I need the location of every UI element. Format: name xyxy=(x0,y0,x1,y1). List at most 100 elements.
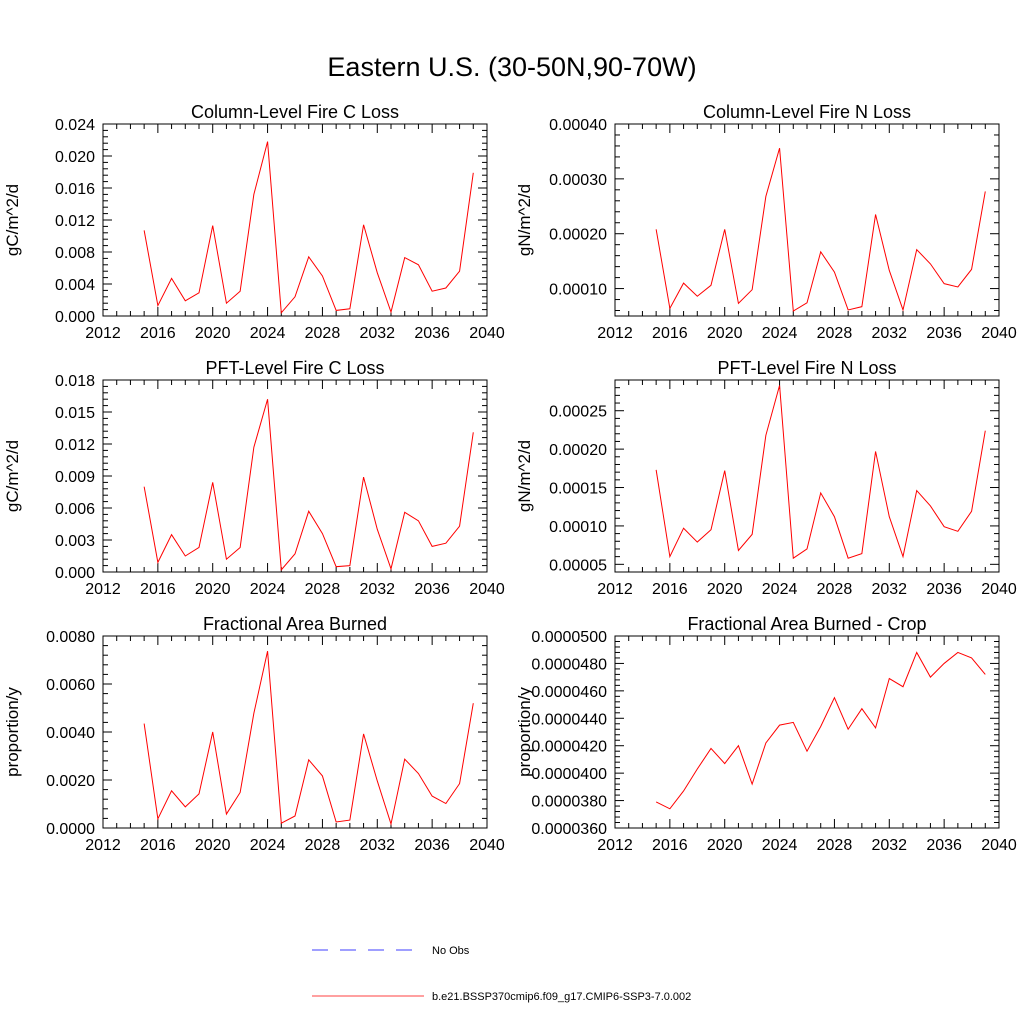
plot-frame xyxy=(102,123,488,317)
chart-panel-6: Fractional Area Burned - Crop proportion/… xyxy=(515,614,1017,854)
y-tick-label: 0.0000460 xyxy=(531,684,607,701)
y-axis-label: gN/m^2/d xyxy=(515,184,534,256)
x-tick-label: 2032 xyxy=(359,837,395,854)
legend-label-no-obs: No Obs xyxy=(432,945,470,957)
y-axis-label: proportion/y xyxy=(3,687,22,777)
y-tick-label: 0.00015 xyxy=(549,481,607,498)
x-tick-label: 2020 xyxy=(707,837,743,854)
x-tick-label: 2032 xyxy=(359,581,395,598)
figure-title: Eastern U.S. (30-50N,90-70W) xyxy=(327,52,696,82)
x-tick-label: 2040 xyxy=(981,837,1017,854)
y-axis-label: gN/m^2/d xyxy=(515,440,534,512)
y-tick-label: 0.0000440 xyxy=(531,711,607,728)
y-tick-label: 0.00040 xyxy=(549,117,607,134)
y-tick-label: 0.006 xyxy=(55,501,95,518)
legend: No Obs b.e21.BSSP370cmip6.f09_g17.CMIP6-… xyxy=(312,945,691,1003)
x-tick-label: 2024 xyxy=(762,325,798,342)
y-tick-label: 0.003 xyxy=(55,533,95,550)
x-tick-label: 2036 xyxy=(926,581,962,598)
y-tick-label: 0.004 xyxy=(55,277,95,294)
panel-title: Column-Level Fire N Loss xyxy=(703,102,911,122)
y-tick-label: 0.012 xyxy=(55,437,95,454)
y-tick-label: 0.00005 xyxy=(549,557,607,574)
y-tick-label: 0.00010 xyxy=(549,519,607,536)
x-tick-label: 2036 xyxy=(414,581,450,598)
x-tick-label: 2012 xyxy=(597,837,633,854)
x-tick-label: 2032 xyxy=(871,581,907,598)
y-tick-label: 0.008 xyxy=(55,245,95,262)
chart-panel-4: PFT-Level Fire N Loss gN/m^2/d 2012 2016 202… xyxy=(515,358,1017,598)
x-tick-label: 2032 xyxy=(871,325,907,342)
y-tick-label: 0.0020 xyxy=(46,773,95,790)
x-tick-label: 2036 xyxy=(926,325,962,342)
chart-panel-2: Column-Level Fire N Loss gN/m^2/d 2012 2016… xyxy=(515,102,1017,342)
y-tick-label: 0.0000380 xyxy=(531,794,607,811)
x-tick-label: 2024 xyxy=(250,325,286,342)
x-tick-label: 2036 xyxy=(926,837,962,854)
y-tick-label: 0.012 xyxy=(55,213,95,230)
x-tick-label: 2012 xyxy=(85,837,121,854)
y-tick-label: 0.00020 xyxy=(549,442,607,459)
y-tick-label: 0.0000420 xyxy=(531,739,607,756)
x-tick-label: 2020 xyxy=(195,837,231,854)
y-tick-label: 0.0000500 xyxy=(531,629,607,646)
x-tick-label: 2016 xyxy=(140,581,176,598)
y-tick-label: 0.0080 xyxy=(46,629,95,646)
x-tick-label: 2024 xyxy=(762,837,798,854)
plot-frame xyxy=(614,635,1000,829)
x-tick-label: 2040 xyxy=(469,837,505,854)
chart-panel-1: Column-Level Fire C Loss gC/m^2/d 2012 2016… xyxy=(3,102,505,342)
x-tick-label: 2016 xyxy=(140,837,176,854)
x-tick-label: 2028 xyxy=(305,325,341,342)
x-tick-label: 2040 xyxy=(981,581,1017,598)
series-line xyxy=(143,141,474,315)
y-tick-label: 0.016 xyxy=(55,181,95,198)
y-tick-label: 0.0000360 xyxy=(531,821,607,838)
x-tick-label: 2024 xyxy=(250,837,286,854)
x-tick-label: 2028 xyxy=(817,581,853,598)
panel-title: Column-Level Fire C Loss xyxy=(191,102,399,122)
y-tick-label: 0.0040 xyxy=(46,725,95,742)
panel-title: Fractional Area Burned xyxy=(203,614,387,634)
x-tick-label: 2016 xyxy=(140,325,176,342)
x-tick-label: 2012 xyxy=(85,325,121,342)
series-line xyxy=(655,385,986,560)
x-tick-label: 2032 xyxy=(871,837,907,854)
y-tick-label: 0.0060 xyxy=(46,677,95,694)
y-tick-label: 0.018 xyxy=(55,373,95,390)
x-tick-label: 2028 xyxy=(305,837,341,854)
y-axis-label: gC/m^2/d xyxy=(3,184,22,256)
x-tick-label: 2036 xyxy=(414,325,450,342)
x-tick-label: 2040 xyxy=(981,325,1017,342)
plot-frame xyxy=(102,379,488,573)
panel-title: PFT-Level Fire C Loss xyxy=(205,358,384,378)
x-tick-label: 2016 xyxy=(652,325,688,342)
x-tick-label: 2020 xyxy=(707,325,743,342)
y-tick-label: 0.00030 xyxy=(549,172,607,189)
x-tick-label: 2020 xyxy=(195,325,231,342)
y-tick-label: 0.00025 xyxy=(549,404,607,421)
chart-panel-3: PFT-Level Fire C Loss gC/m^2/d 2012 2016 202… xyxy=(3,358,505,598)
x-tick-label: 2016 xyxy=(652,837,688,854)
y-tick-label: 0.0000400 xyxy=(531,766,607,783)
x-tick-label: 2032 xyxy=(359,325,395,342)
x-tick-label: 2012 xyxy=(85,581,121,598)
x-tick-label: 2036 xyxy=(414,837,450,854)
x-tick-label: 2020 xyxy=(195,581,231,598)
y-tick-label: 0.0000 xyxy=(46,821,95,838)
y-tick-label: 0.00020 xyxy=(549,227,607,244)
chart-panel-5: Fractional Area Burned proportion/y 2012 20… xyxy=(3,614,505,854)
x-tick-label: 2016 xyxy=(652,581,688,598)
panel-title: Fractional Area Burned - Crop xyxy=(687,614,926,634)
plot-frame xyxy=(614,123,1000,317)
x-tick-label: 2024 xyxy=(762,581,798,598)
x-tick-label: 2024 xyxy=(250,581,286,598)
x-tick-label: 2028 xyxy=(305,581,341,598)
y-tick-label: 0.024 xyxy=(55,117,95,134)
x-tick-label: 2028 xyxy=(817,325,853,342)
x-tick-label: 2028 xyxy=(817,837,853,854)
y-tick-label: 0.000 xyxy=(55,309,95,326)
panels: Column-Level Fire C Loss gC/m^2/d 2012 2016… xyxy=(3,102,1017,854)
plot-frame xyxy=(614,379,1000,573)
x-tick-label: 2040 xyxy=(469,325,505,342)
